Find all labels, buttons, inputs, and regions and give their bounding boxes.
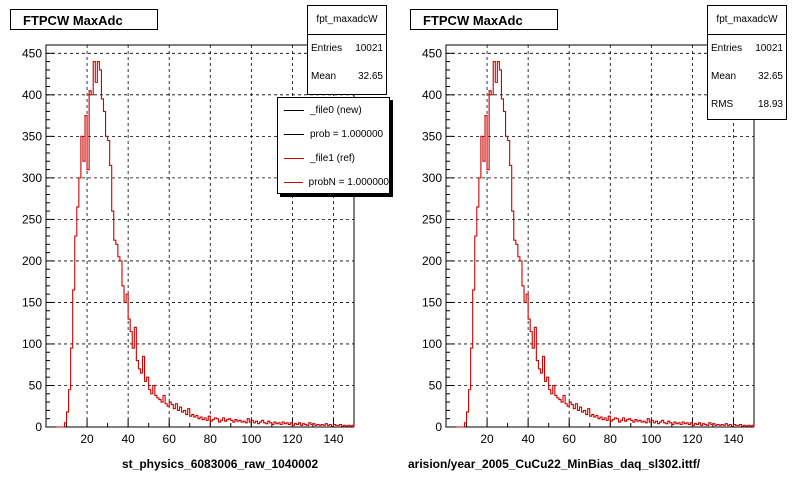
x-tick-label: 140 <box>323 432 343 446</box>
legend-label: probN = 1.000000 <box>308 176 389 188</box>
x-tick-label: 20 <box>80 432 94 446</box>
legend-swatch <box>284 133 304 135</box>
stats-row-entries: Entries 10021 <box>308 35 386 63</box>
legend-entry: probN = 1.000000 <box>278 170 389 193</box>
histogram-series-line <box>56 61 355 428</box>
legend-entry: prob = 1.000000 <box>278 122 389 146</box>
x-tick-label: 120 <box>282 432 302 446</box>
histogram-series-line <box>456 61 755 428</box>
legend-label: _file0 (new) <box>310 104 362 116</box>
y-tick-label: 0 <box>35 420 42 434</box>
y-tick-label: 50 <box>29 378 43 392</box>
stats-label: Entries <box>711 43 743 54</box>
stats-value: 32.65 <box>357 71 383 82</box>
stats-label: RMS <box>711 99 734 110</box>
chart-title: FTPCW MaxAdc <box>410 9 558 30</box>
y-tick-label: 200 <box>422 254 442 268</box>
stats-title: fpt_maxadcW <box>708 6 786 35</box>
y-tick-label: 450 <box>22 46 42 60</box>
stats-box: fpt_maxadcW Entries 10021 Mean 32.65 RMS… <box>707 5 787 120</box>
stats-value: 32.65 <box>757 71 783 82</box>
y-tick-label: 300 <box>22 171 42 185</box>
stats-box: fpt_maxadcW Entries 10021 Mean 32.65 <box>307 5 387 95</box>
y-tick-label: 300 <box>422 171 442 185</box>
x-tick-label: 40 <box>121 432 135 446</box>
y-tick-label: 150 <box>22 295 42 309</box>
x-tick-label: 40 <box>521 432 535 446</box>
y-tick-label: 50 <box>429 378 443 392</box>
x-tick-label: 80 <box>204 432 218 446</box>
x-axis-label: st_physics_6083006_raw_1040002 <box>122 457 319 471</box>
stats-value: 18.93 <box>757 99 783 110</box>
legend-swatch <box>284 109 304 111</box>
y-tick-label: 150 <box>422 295 442 309</box>
legend-entry: _file0 (new) <box>278 98 389 122</box>
y-tick-label: 100 <box>22 337 42 351</box>
x-tick-label: 80 <box>604 432 618 446</box>
x-tick-label: 60 <box>563 432 577 446</box>
stats-row-rms: RMS 18.93 <box>708 91 786 119</box>
plot-frame <box>445 44 755 428</box>
legend-swatch <box>284 157 304 159</box>
stats-value: 10021 <box>755 43 783 54</box>
y-tick-label: 250 <box>422 212 442 226</box>
x-axis-label: arision/year_2005_CuCu22_MinBias_daq_sl3… <box>408 457 701 471</box>
stats-title: fpt_maxadcW <box>308 6 386 35</box>
stats-label: Entries <box>311 43 343 54</box>
y-tick-label: 0 <box>435 420 442 434</box>
y-tick-label: 450 <box>422 46 442 60</box>
chart-title: FTPCW MaxAdc <box>10 9 158 30</box>
y-tick-label: 400 <box>22 88 42 102</box>
y-tick-label: 350 <box>22 129 42 143</box>
histogram-plot-right: 20 40 60 80 100 120 140 0 50 100 150 200 250 300 350 40… <box>422 44 755 446</box>
stats-label: Mean <box>311 71 337 82</box>
stats-row-mean: Mean 32.65 <box>308 63 386 91</box>
y-tick-label: 250 <box>22 212 42 226</box>
legend-swatch <box>284 181 303 183</box>
legend: _file0 (new) prob = 1.000000 _file1 (ref… <box>277 97 390 194</box>
stats-label: Mean <box>711 71 737 82</box>
legend-label: prob = 1.000000 <box>310 128 384 140</box>
stats-row-mean: Mean 32.65 <box>708 63 786 91</box>
x-tick-label: 100 <box>241 432 261 446</box>
x-tick-label: 120 <box>682 432 702 446</box>
legend-label: _file1 (ref) <box>310 152 356 164</box>
x-tick-label: 60 <box>163 432 177 446</box>
x-tick-label: 100 <box>641 432 661 446</box>
y-tick-label: 400 <box>422 88 442 102</box>
y-tick-label: 100 <box>422 337 442 351</box>
stats-value: 10021 <box>355 43 383 54</box>
stats-row-entries: Entries 10021 <box>708 35 786 63</box>
legend-entry: _file1 (ref) <box>278 146 389 170</box>
x-tick-label: 20 <box>480 432 494 446</box>
y-tick-label: 350 <box>422 129 442 143</box>
y-tick-label: 200 <box>22 254 42 268</box>
x-tick-label: 140 <box>723 432 743 446</box>
